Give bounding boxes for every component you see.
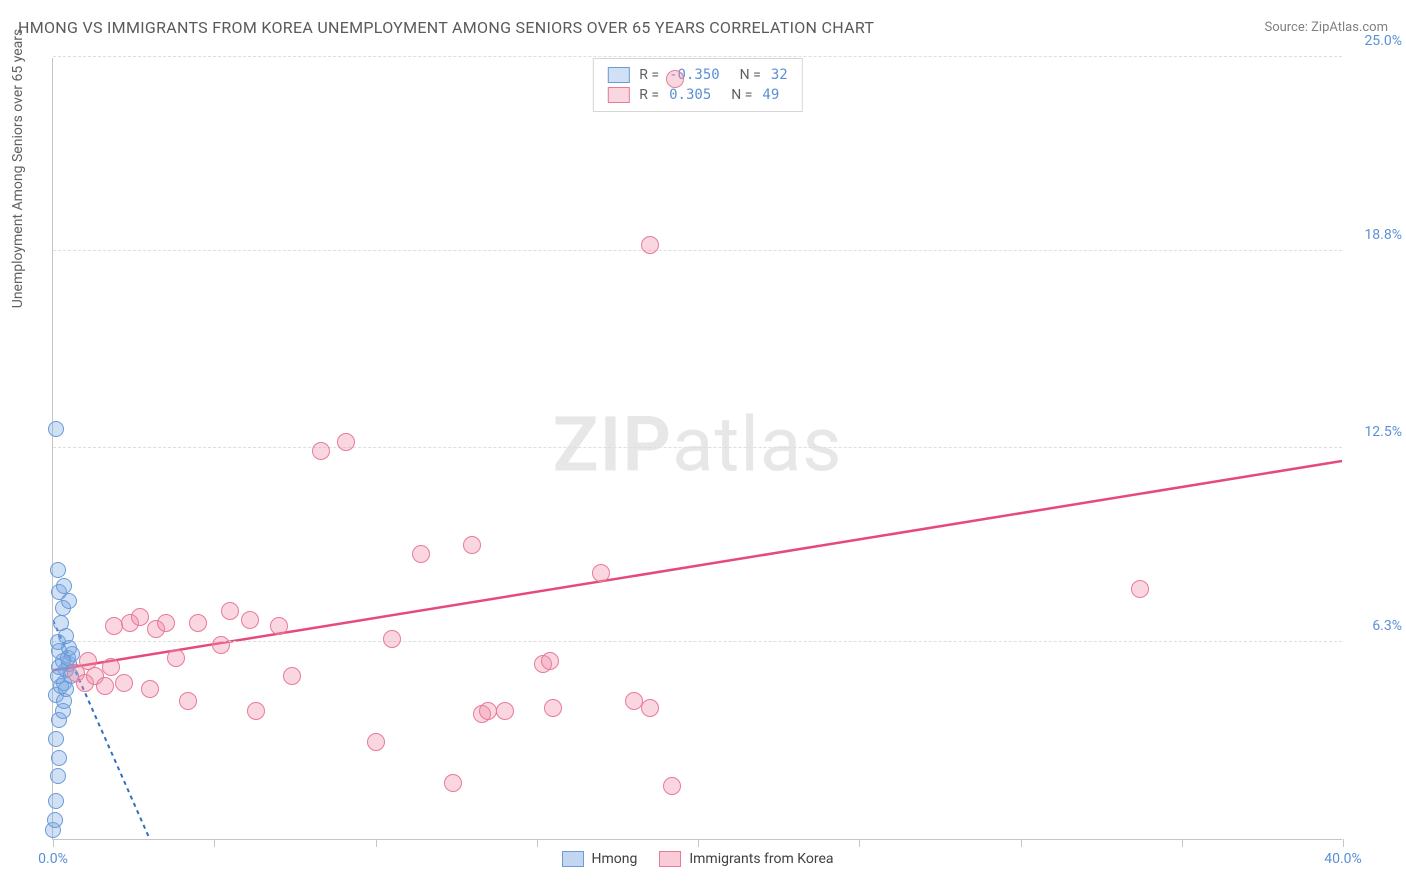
stat-n-value: 49 xyxy=(762,87,779,103)
data-point xyxy=(496,702,514,720)
legend-series: Hmong Immigrants from Korea xyxy=(561,851,833,867)
stat-n-label: N = xyxy=(740,67,761,83)
x-tick xyxy=(537,839,538,847)
data-point xyxy=(96,677,114,695)
legend-swatch xyxy=(607,67,629,83)
legend-label: Hmong xyxy=(591,851,637,867)
data-point xyxy=(212,636,230,654)
legend-swatch xyxy=(561,851,583,867)
legend-item: Immigrants from Korea xyxy=(659,851,833,867)
gridline xyxy=(53,641,1342,642)
x-tick-label: 40.0% xyxy=(1324,851,1362,867)
data-point xyxy=(270,617,288,635)
x-tick xyxy=(214,839,215,847)
legend-stat-row: R = 0.305 N = 49 xyxy=(607,85,787,105)
title-bar: HMONG VS IMMIGRANTS FROM KOREA UNEMPLOYM… xyxy=(18,18,1388,37)
data-point xyxy=(592,564,610,582)
stat-n-label: N = xyxy=(731,87,752,103)
data-point xyxy=(283,667,301,685)
x-tick xyxy=(53,839,54,847)
data-point xyxy=(189,614,207,632)
data-point xyxy=(663,777,681,795)
y-tick-label: 12.5% xyxy=(1347,424,1402,440)
legend-item: Hmong xyxy=(561,851,637,867)
x-tick xyxy=(1021,839,1022,847)
gridline xyxy=(53,250,1342,251)
plot-area: ZIPatlas R =-0.350N =32R = 0.305N =49 Hm… xyxy=(52,58,1342,840)
stat-r-value: 0.305 xyxy=(669,87,711,103)
data-point xyxy=(50,562,66,578)
data-point xyxy=(102,658,120,676)
data-point xyxy=(179,692,197,710)
data-point xyxy=(48,421,64,437)
x-tick-label: 0.0% xyxy=(38,851,68,867)
legend-swatch xyxy=(659,851,681,867)
data-point xyxy=(383,630,401,648)
stat-r-label: R = xyxy=(639,67,659,83)
stat-n-value: 32 xyxy=(771,67,788,83)
data-point xyxy=(544,699,562,717)
x-tick xyxy=(1343,839,1344,847)
data-point xyxy=(412,545,430,563)
chart-title: HMONG VS IMMIGRANTS FROM KOREA UNEMPLOYM… xyxy=(18,18,874,37)
data-point xyxy=(48,731,64,747)
data-point xyxy=(131,608,149,626)
data-point xyxy=(444,774,462,792)
legend-label: Immigrants from Korea xyxy=(689,851,833,867)
data-point xyxy=(105,617,123,635)
trend-line xyxy=(53,461,1342,670)
legend-swatch xyxy=(607,87,629,103)
data-point xyxy=(141,680,159,698)
data-point xyxy=(167,649,185,667)
data-point xyxy=(247,702,265,720)
data-point xyxy=(157,614,175,632)
data-point xyxy=(337,433,355,451)
y-tick-label: 25.0% xyxy=(1347,33,1402,49)
gridline xyxy=(53,56,1342,57)
data-point xyxy=(53,615,69,631)
data-point xyxy=(221,602,239,620)
data-point xyxy=(47,812,63,828)
x-tick xyxy=(376,839,377,847)
data-point xyxy=(1131,580,1149,598)
data-point xyxy=(48,793,64,809)
trend-lines xyxy=(53,58,1342,839)
data-point xyxy=(666,70,684,88)
data-point xyxy=(50,768,66,784)
data-point xyxy=(541,652,559,670)
x-tick xyxy=(698,839,699,847)
y-axis-label: Unemployment Among Seniors over 65 years xyxy=(10,29,26,309)
data-point xyxy=(312,442,330,460)
data-point xyxy=(115,674,133,692)
data-point xyxy=(463,536,481,554)
x-tick xyxy=(1182,839,1183,847)
y-tick-label: 6.3% xyxy=(1347,618,1402,634)
x-tick xyxy=(859,839,860,847)
stat-r-label: R = xyxy=(639,87,659,103)
data-point xyxy=(641,699,659,717)
data-point xyxy=(56,578,72,594)
gridline xyxy=(53,447,1342,448)
y-tick-label: 18.8% xyxy=(1347,227,1402,243)
data-point xyxy=(367,733,385,751)
data-point xyxy=(241,611,259,629)
legend-stat-row: R =-0.350N =32 xyxy=(607,65,787,85)
watermark: ZIPatlas xyxy=(553,399,843,489)
data-point xyxy=(51,750,67,766)
data-point xyxy=(641,236,659,254)
legend-correlation: R =-0.350N =32R = 0.305N =49 xyxy=(592,58,802,112)
